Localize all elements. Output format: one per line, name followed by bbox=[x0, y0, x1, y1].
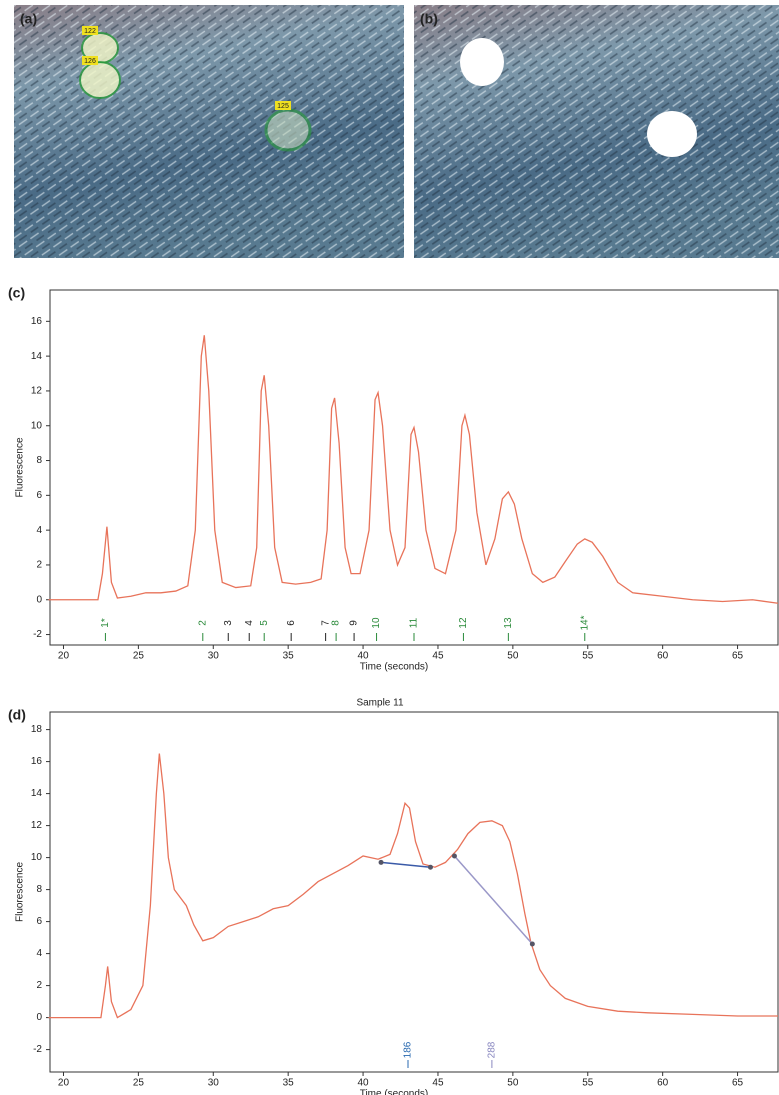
y-tick-label: 18 bbox=[31, 724, 43, 735]
x-tick-label: 50 bbox=[507, 651, 519, 662]
x-tick-label: 25 bbox=[133, 651, 145, 662]
y-tick-label: 0 bbox=[36, 1012, 42, 1023]
image-b: (b) bbox=[414, 5, 779, 258]
y-tick-label: -2 bbox=[33, 1044, 42, 1055]
baseline-point bbox=[427, 864, 433, 870]
peak-label: 12 bbox=[458, 617, 469, 629]
x-tick-label: 35 bbox=[283, 651, 295, 662]
x-tick-label: 40 bbox=[358, 1078, 370, 1089]
x-axis-label: Time (seconds) bbox=[360, 1089, 429, 1095]
y-tick-label: 12 bbox=[31, 386, 43, 397]
y-axis-label: Fluorescence bbox=[15, 862, 26, 922]
peak-label: 11 bbox=[409, 617, 420, 628]
y-tick-label: 6 bbox=[36, 916, 42, 927]
peak-label: 4 bbox=[244, 620, 255, 626]
peak-label: 7 bbox=[320, 620, 331, 626]
spot-label: 126 bbox=[84, 58, 96, 65]
baseline-point bbox=[529, 941, 535, 947]
x-tick-label: 25 bbox=[133, 1078, 145, 1089]
panel-label: (d) bbox=[8, 707, 26, 723]
panel-label: (a) bbox=[20, 11, 37, 27]
y-tick-label: 10 bbox=[31, 852, 43, 863]
y-tick-label: 2 bbox=[36, 560, 42, 571]
peak-label: 186 bbox=[403, 1041, 414, 1058]
baseline-point bbox=[451, 853, 457, 859]
x-tick-label: 65 bbox=[732, 1078, 744, 1089]
y-tick-label: 14 bbox=[31, 788, 43, 799]
x-tick-label: 20 bbox=[58, 651, 70, 662]
peak-label: 5 bbox=[259, 620, 270, 626]
spot-label: 122 bbox=[84, 28, 96, 35]
chart-title: Sample 11 bbox=[356, 698, 404, 709]
y-tick-label: 6 bbox=[36, 490, 42, 501]
line bbox=[48, 753, 778, 1019]
y-tick-label: 8 bbox=[36, 455, 42, 466]
y-tick-label: 0 bbox=[36, 594, 42, 605]
x-tick-label: 60 bbox=[657, 1078, 669, 1089]
spot-label: 125 bbox=[277, 103, 289, 110]
y-tick-label: 12 bbox=[31, 820, 43, 831]
baseline-point bbox=[378, 859, 384, 865]
y-tick-label: 4 bbox=[36, 525, 42, 536]
x-tick-label: 50 bbox=[507, 1078, 519, 1089]
baseline-segment bbox=[380, 861, 431, 868]
x-tick-label: 65 bbox=[732, 651, 744, 662]
x-tick-label: 45 bbox=[432, 651, 444, 662]
x-tick-label: 35 bbox=[283, 1078, 295, 1089]
baseline-segment bbox=[453, 855, 533, 945]
y-tick-label: -2 bbox=[33, 629, 42, 640]
peak-label: 3 bbox=[223, 620, 234, 626]
x-tick-label: 55 bbox=[582, 651, 594, 662]
peak-label: 8 bbox=[331, 620, 342, 626]
peak-label: 2 bbox=[197, 620, 208, 626]
line bbox=[48, 335, 779, 604]
x-tick-label: 60 bbox=[657, 651, 669, 662]
x-tick-label: 30 bbox=[208, 651, 220, 662]
plot-frame bbox=[49, 289, 779, 646]
peak-label: 6 bbox=[286, 620, 297, 626]
x-tick-label: 20 bbox=[58, 1078, 70, 1089]
x-tick-label: 30 bbox=[208, 1078, 220, 1089]
plot-frame bbox=[49, 711, 779, 1073]
y-tick-label: 16 bbox=[31, 316, 43, 327]
peak-label: 10 bbox=[371, 617, 382, 629]
peak-label: 288 bbox=[487, 1041, 498, 1058]
y-tick-label: 10 bbox=[31, 420, 43, 431]
x-tick-label: 40 bbox=[358, 651, 370, 662]
peak-label: 1* bbox=[100, 618, 111, 628]
y-tick-label: 14 bbox=[31, 351, 43, 362]
y-tick-label: 16 bbox=[31, 756, 43, 767]
panel-label: (b) bbox=[420, 11, 438, 27]
x-axis-label: Time (seconds) bbox=[360, 662, 429, 673]
y-tick-label: 4 bbox=[36, 948, 42, 959]
image-a: 122 126 125 (a) bbox=[14, 5, 404, 258]
x-tick-label: 45 bbox=[432, 1078, 444, 1089]
peak-label: 14* bbox=[579, 615, 590, 630]
y-axis-label: Fluorescence bbox=[15, 437, 26, 497]
x-tick-label: 55 bbox=[582, 1078, 594, 1089]
panel-label: (c) bbox=[8, 285, 25, 301]
y-tick-label: 8 bbox=[36, 884, 42, 895]
peak-label: 13 bbox=[503, 617, 514, 629]
y-tick-label: 2 bbox=[36, 980, 42, 991]
peak-label: 9 bbox=[349, 620, 360, 626]
